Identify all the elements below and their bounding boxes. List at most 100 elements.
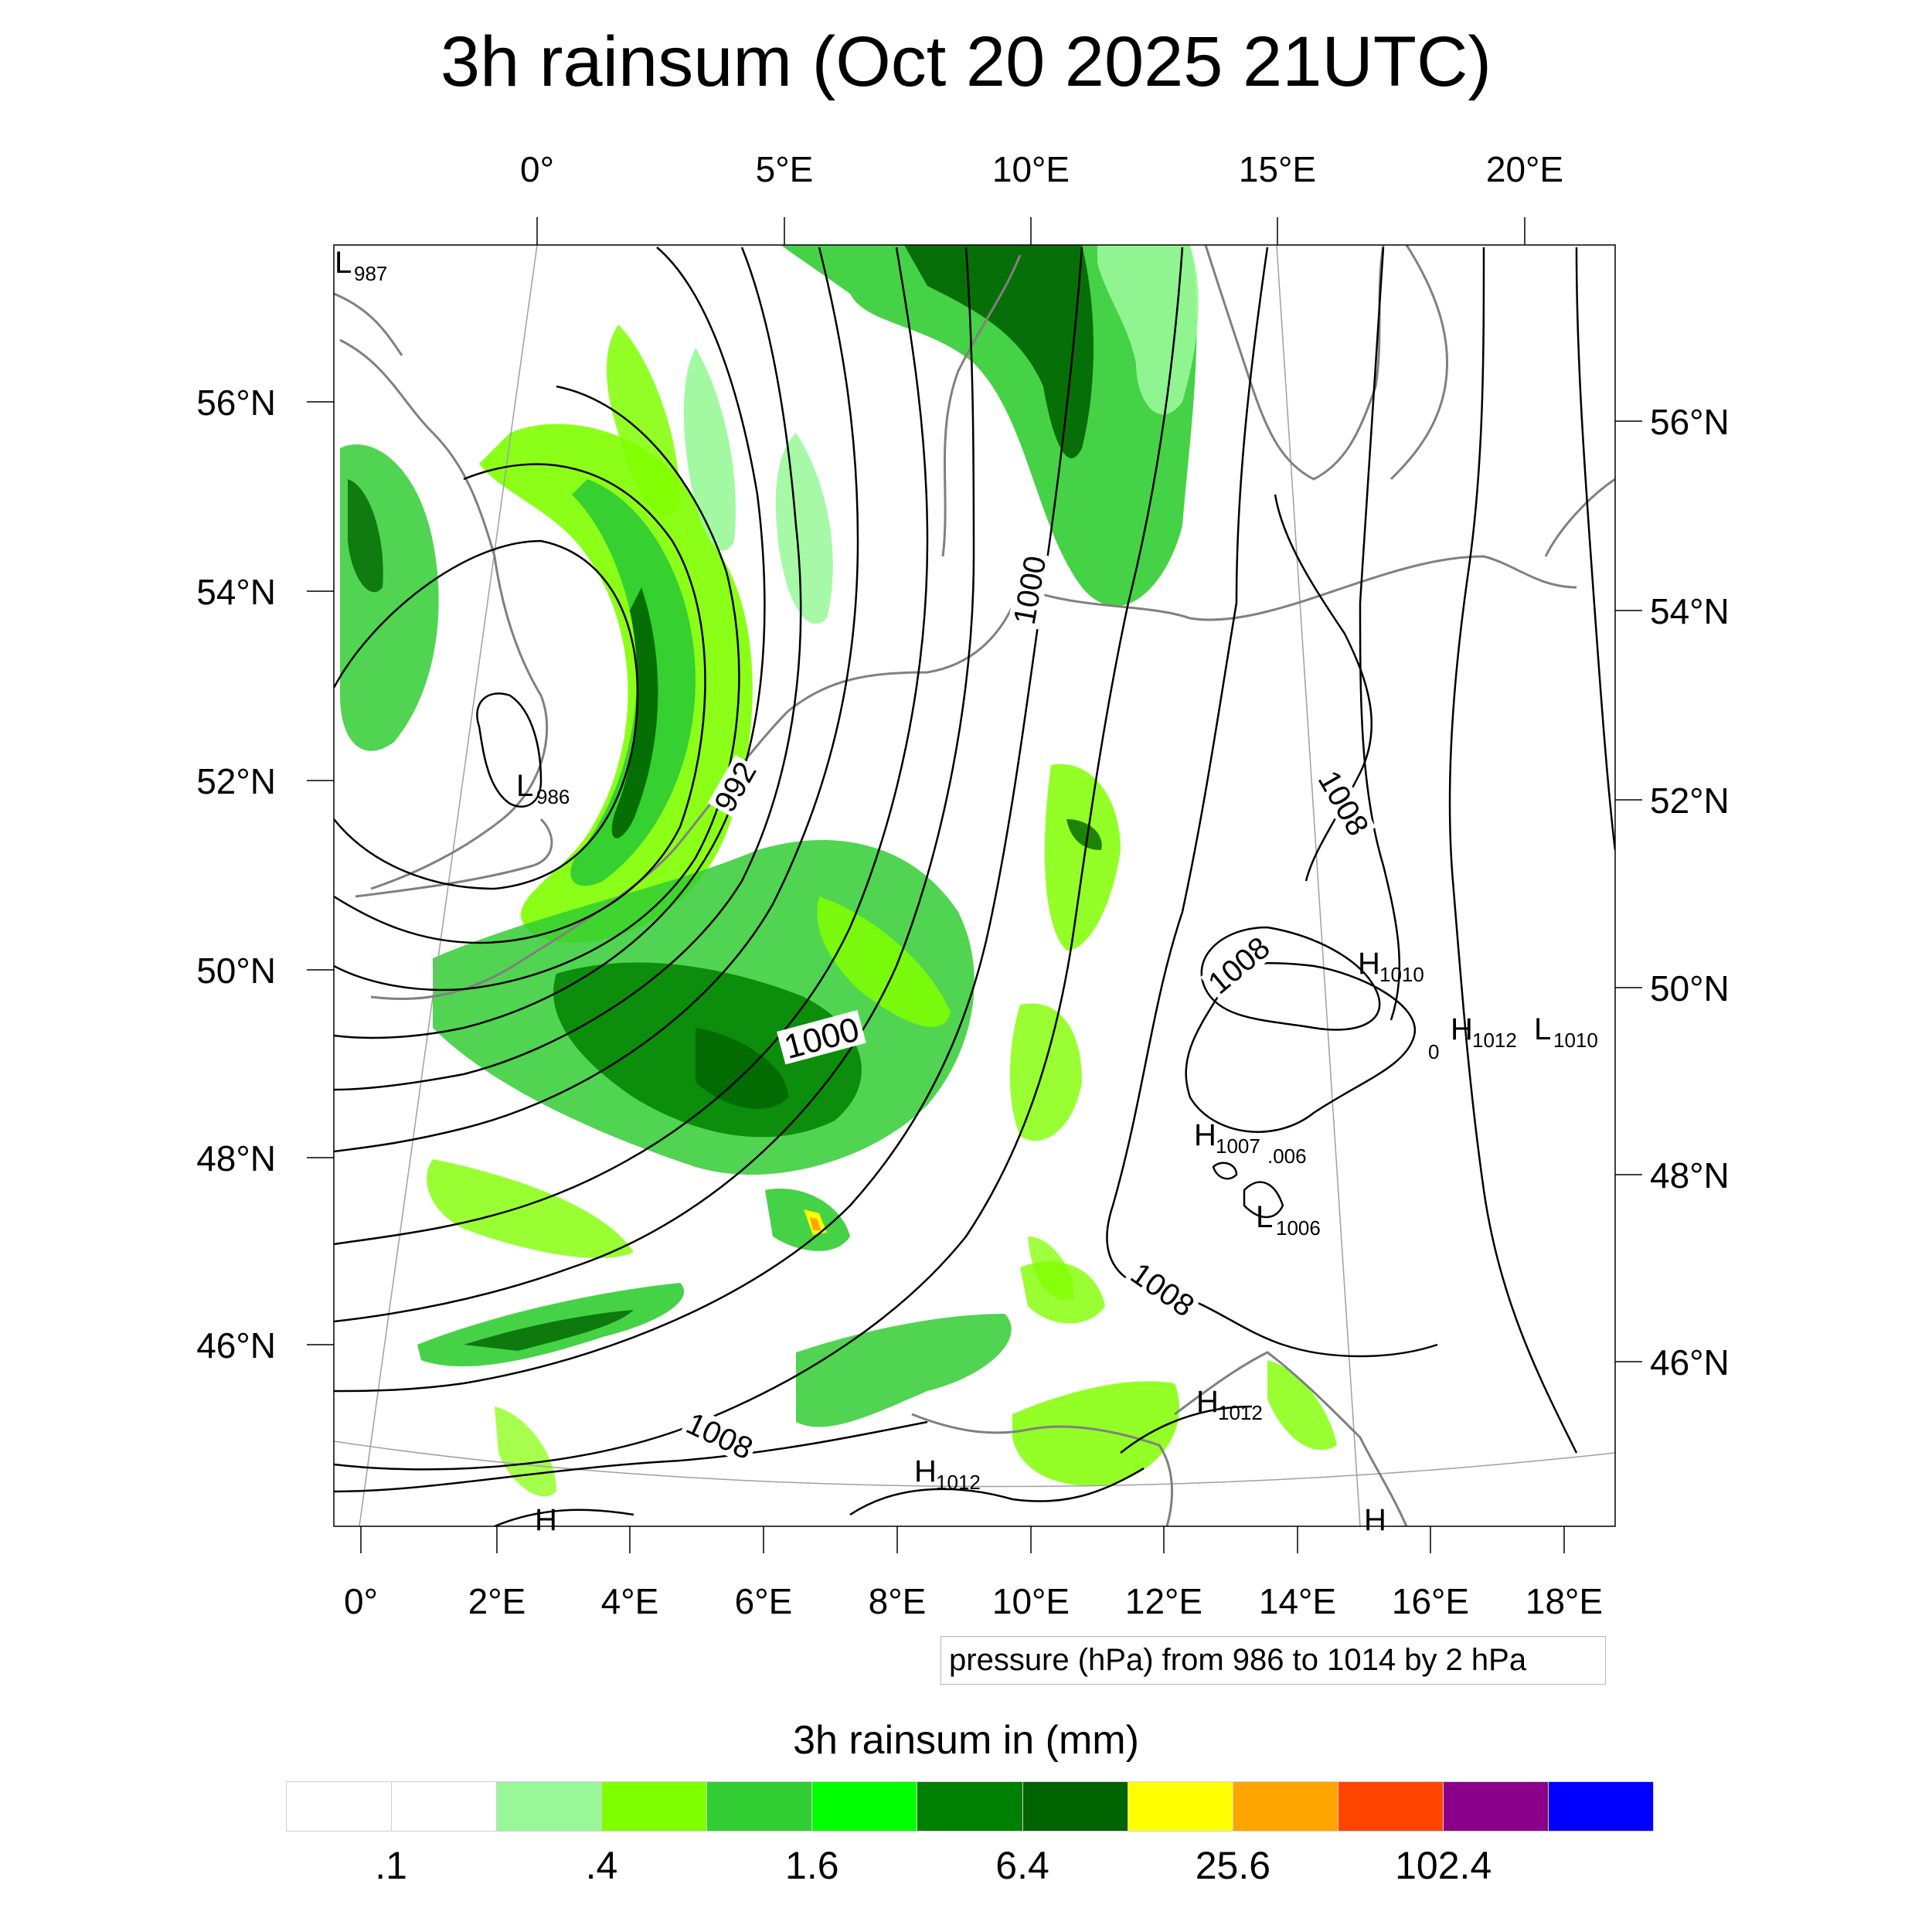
colorbar-swatch-3 xyxy=(602,1781,708,1832)
colorbar-swatch-7 xyxy=(1022,1781,1128,1832)
right-lat-label-1: 54°N xyxy=(1650,591,1730,631)
colorbar-tick-label: 25.6 xyxy=(1195,1844,1271,1887)
pressure-value-2: 1010 xyxy=(1379,963,1424,986)
isobar-994 xyxy=(334,247,766,1039)
coastline-britain-south xyxy=(355,818,553,898)
coastline-denmark xyxy=(941,254,1022,557)
bottom-lon-label-9: 18°E xyxy=(1526,1581,1603,1621)
pressure-letter-2: H xyxy=(1358,947,1380,981)
coastline-norway xyxy=(334,292,403,356)
right-lat-label-3: 50°N xyxy=(1650,968,1730,1009)
rain-alps-south xyxy=(1012,1381,1180,1486)
right-lat-label-5: 46°N xyxy=(1650,1342,1730,1383)
colorbar-swatch-11 xyxy=(1443,1781,1549,1832)
colorbar-tick-label: 1.6 xyxy=(785,1844,839,1887)
graticule-meridian-0 xyxy=(359,245,538,1526)
isobar-1012-south-2 xyxy=(1120,1405,1253,1454)
isobar-986 xyxy=(476,692,543,808)
pressure-value-8: 1012 xyxy=(936,1471,981,1494)
colorbar-tick-label: 102.4 xyxy=(1395,1844,1492,1887)
rain-germany-strip-south-2 xyxy=(1028,1236,1074,1300)
coastline-baltic-east xyxy=(1544,478,1615,557)
pressure-letter-4: L xyxy=(1534,1012,1551,1046)
bottom-lon-label-7: 14°E xyxy=(1259,1581,1336,1621)
bottom-lon-label-1: 2°E xyxy=(468,1581,526,1621)
right-axis-labels: 56°N 54°N 52°N 50°N 48°N 46°N xyxy=(1650,402,1730,1383)
bottom-lon-label-3: 6°E xyxy=(735,1581,793,1621)
colorbar-swatch-0 xyxy=(286,1781,393,1832)
isobar-998 xyxy=(334,247,859,1153)
chart-title: 3h rainsum (Oct 20 2025 21UTC) xyxy=(440,22,1492,101)
colorbar-swatch-9 xyxy=(1233,1781,1338,1832)
left-axis-labels: 56°N 54°N 52°N 50°N 48°N 46°N xyxy=(196,383,276,1366)
colorbar-title: 3h rainsum in (mm) xyxy=(793,1718,1139,1763)
isobar-1002 xyxy=(334,247,975,1323)
pressure-value-7: 1006 xyxy=(1276,1216,1321,1240)
left-lat-label-4: 48°N xyxy=(196,1138,276,1179)
isobar-992 xyxy=(334,385,740,992)
bottom-lon-label-8: 16°E xyxy=(1392,1581,1469,1621)
rain-central-band-core xyxy=(696,1028,788,1109)
colorbar-swatch-4 xyxy=(707,1781,813,1832)
graticule xyxy=(334,245,1615,1526)
pressure-value-9: 1012 xyxy=(1218,1401,1263,1424)
pressure-system-labels: L 987 L 986 H 1010 H 1012 L 1010 H 1007 … xyxy=(335,246,1598,1537)
isobar-1000 xyxy=(334,247,929,1246)
bottom-lon-label-5: 10°E xyxy=(992,1581,1070,1621)
rain-adriatic xyxy=(1267,1360,1337,1451)
plot-frame xyxy=(333,244,1616,1527)
rain-showers-east xyxy=(817,896,951,1027)
bottom-lon-label-4: 8°E xyxy=(869,1581,927,1621)
colorbar-swatch-2 xyxy=(497,1781,603,1832)
colorbar-swatch-5 xyxy=(812,1781,918,1832)
left-lat-label-5: 46°N xyxy=(196,1325,276,1366)
coastline-baltic xyxy=(1019,555,1577,621)
isobar-1004 xyxy=(334,247,1083,1393)
left-lat-label-0: 56°N xyxy=(196,383,276,423)
graticule-meridian-15e xyxy=(1276,245,1361,1526)
rain-north-band-dark xyxy=(904,245,1094,458)
top-axis-labels: 0° 5°E 10°E 15°E 20°E xyxy=(520,149,1563,189)
isobar-1006 xyxy=(334,247,1184,1471)
rain-germany-strip-dark xyxy=(1066,819,1102,850)
pressure-letter-5: H xyxy=(1194,1118,1216,1152)
pressure-value-5: 1007 xyxy=(1216,1134,1260,1158)
graticule-parallel-45n xyxy=(334,1440,1615,1488)
pressure-letter-10: H xyxy=(535,1503,557,1537)
bottom-lon-label-6: 12°E xyxy=(1125,1581,1202,1621)
rain-southwest-scatter xyxy=(427,1159,634,1259)
isobar-1012 xyxy=(1448,247,1578,1454)
colorbar-tick-label: 6.4 xyxy=(995,1844,1049,1887)
rain-band-low-ring-core xyxy=(570,479,696,886)
rain-north-east-light xyxy=(1097,245,1199,415)
top-lon-label-4: 20°E xyxy=(1486,149,1563,189)
rain-lobe-1 xyxy=(607,325,680,517)
pressure-value-0: 987 xyxy=(354,262,387,285)
pressure-value-1: 986 xyxy=(536,785,570,808)
pressure-value-3: 1012 xyxy=(1472,1029,1517,1052)
isobar-1008-east xyxy=(1106,247,1438,1358)
coastline-adriatic xyxy=(1174,1351,1408,1526)
colorbar xyxy=(286,1781,1655,1832)
colorbar-swatch-8 xyxy=(1128,1781,1233,1832)
pressure-letter-11: H xyxy=(1364,1503,1386,1537)
isobar-990 xyxy=(334,463,706,944)
colorbar-tick-label: .1 xyxy=(375,1844,407,1887)
colorbar-swatch-1 xyxy=(392,1781,498,1832)
pressure-letter-9: H xyxy=(1196,1385,1219,1419)
isobar-1010-ring xyxy=(1185,962,1417,1133)
isobar-1007-small xyxy=(1212,1162,1238,1180)
left-lat-label-1: 54°N xyxy=(196,572,276,612)
isobar-996 xyxy=(334,247,802,1091)
bottom-lon-label-0: 0° xyxy=(344,1581,378,1621)
contour-label-0: 1000 xyxy=(1008,550,1053,630)
coastline-britain xyxy=(339,338,549,890)
rain-convection-peak-orange xyxy=(810,1217,821,1230)
pressure-value-4: 1010 xyxy=(1553,1029,1598,1052)
pressure-letter-3: H xyxy=(1451,1012,1473,1046)
right-lat-label-4: 48°N xyxy=(1650,1155,1730,1196)
extra-mark: 0 xyxy=(1428,1040,1439,1063)
colorbar-swatch-12 xyxy=(1548,1781,1655,1832)
top-lon-label-3: 15°E xyxy=(1239,149,1316,189)
